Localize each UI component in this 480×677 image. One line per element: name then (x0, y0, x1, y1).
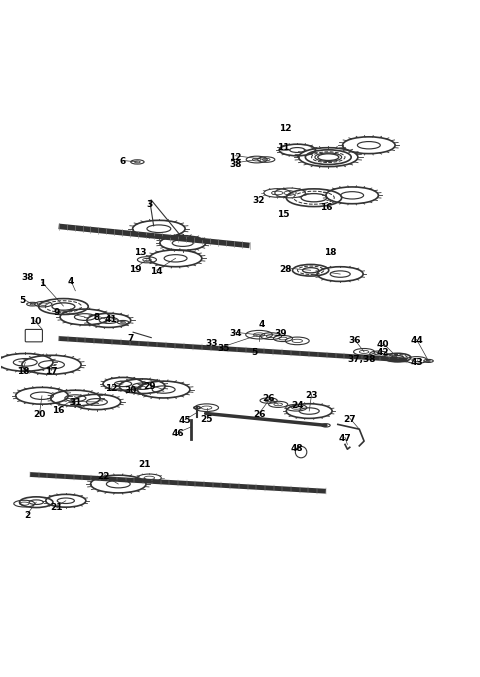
Text: 21: 21 (138, 460, 151, 469)
Text: 18: 18 (17, 368, 29, 376)
Text: 34: 34 (229, 329, 241, 338)
Text: 35: 35 (217, 343, 229, 353)
Text: 5: 5 (20, 296, 26, 305)
Text: 19: 19 (129, 265, 141, 274)
Text: 33: 33 (205, 338, 217, 348)
Text: 48: 48 (291, 443, 303, 453)
Text: 2: 2 (24, 510, 31, 519)
Text: 38: 38 (229, 160, 241, 169)
Text: 36: 36 (348, 336, 361, 345)
Text: 20: 20 (34, 410, 46, 419)
Text: 26: 26 (253, 410, 265, 419)
Text: 15: 15 (276, 210, 289, 219)
Text: 6: 6 (120, 158, 126, 167)
Text: 42: 42 (377, 349, 389, 357)
Text: 29: 29 (143, 382, 156, 391)
Text: 25: 25 (200, 415, 213, 424)
Text: 17: 17 (45, 368, 58, 376)
Text: 5: 5 (251, 349, 257, 357)
Text: 40: 40 (377, 341, 389, 349)
Text: 12: 12 (279, 124, 291, 133)
Text: 9: 9 (53, 308, 60, 317)
Text: 22: 22 (98, 473, 110, 481)
Text: 1: 1 (39, 279, 45, 288)
Text: 26: 26 (263, 393, 275, 403)
Text: 44: 44 (410, 336, 423, 345)
Text: 47: 47 (338, 434, 351, 443)
Text: 31: 31 (69, 399, 82, 408)
Text: 8: 8 (94, 313, 100, 322)
Text: 46: 46 (172, 429, 184, 439)
Text: 39: 39 (274, 329, 287, 338)
Text: 32: 32 (253, 196, 265, 204)
Text: 10: 10 (29, 318, 41, 326)
Text: 12: 12 (105, 384, 118, 393)
Text: 27: 27 (344, 415, 356, 424)
Text: 12: 12 (229, 152, 241, 162)
Text: 23: 23 (305, 391, 318, 400)
Text: 11: 11 (276, 143, 289, 152)
Text: 3: 3 (146, 200, 153, 209)
Text: 16: 16 (52, 406, 65, 414)
Text: 38: 38 (22, 273, 34, 282)
Text: 28: 28 (279, 265, 291, 274)
Text: 24: 24 (291, 401, 303, 410)
Text: 37,38: 37,38 (348, 355, 376, 364)
Text: 14: 14 (150, 267, 163, 276)
Text: 45: 45 (179, 416, 192, 425)
Text: 16: 16 (320, 203, 332, 212)
Text: 41: 41 (105, 315, 118, 324)
Text: 21: 21 (50, 504, 62, 512)
Text: 13: 13 (133, 248, 146, 257)
Text: 18: 18 (324, 248, 337, 257)
Text: 4: 4 (67, 277, 74, 286)
Text: 7: 7 (127, 334, 133, 343)
Text: 30: 30 (124, 387, 136, 395)
Text: 4: 4 (258, 320, 264, 328)
Text: 43: 43 (410, 358, 423, 367)
